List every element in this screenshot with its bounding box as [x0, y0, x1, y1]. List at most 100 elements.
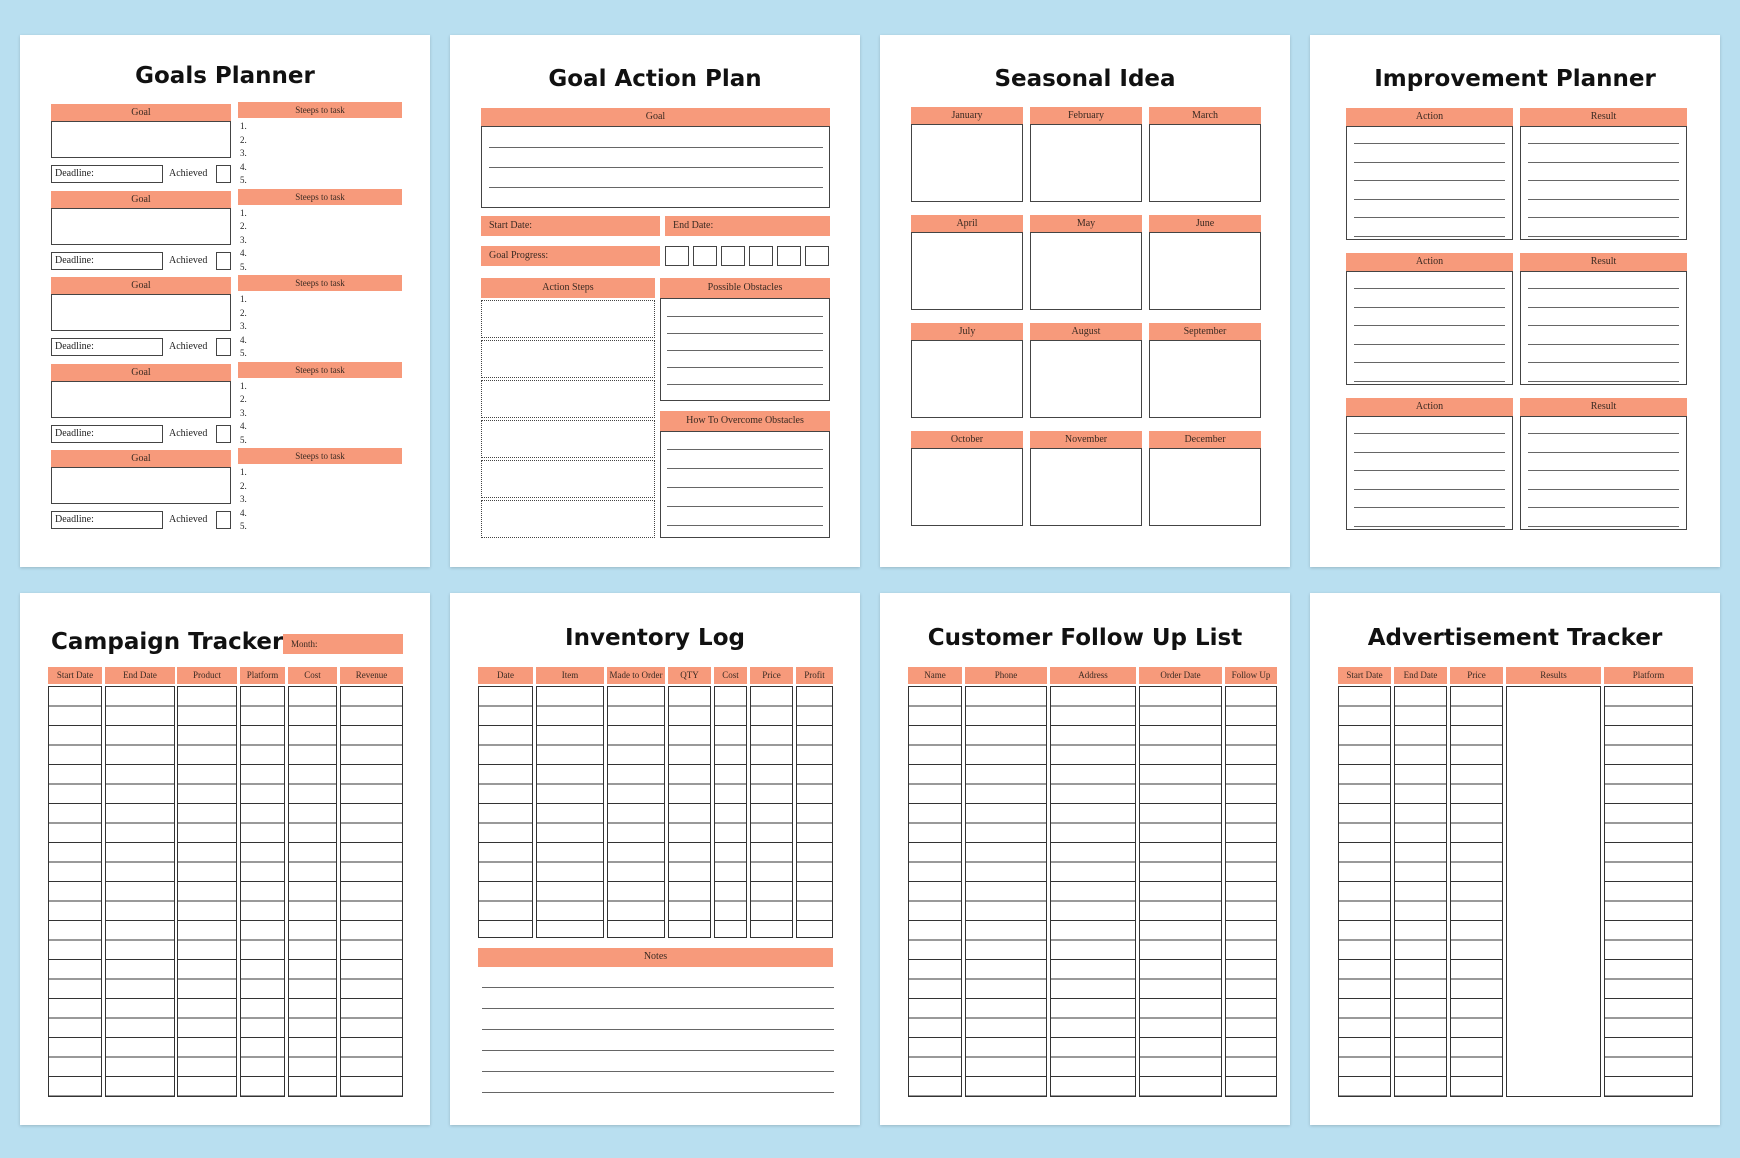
month-header: January [911, 107, 1023, 124]
action-box[interactable] [1346, 126, 1513, 240]
writing-line [1354, 217, 1505, 218]
result-box[interactable] [1520, 416, 1687, 530]
table-column[interactable] [750, 686, 793, 938]
action-step-box[interactable] [481, 380, 655, 418]
column-header: End Date [105, 667, 175, 684]
month-box[interactable] [911, 340, 1023, 418]
action-step-box[interactable] [481, 300, 655, 338]
table-column[interactable] [340, 686, 403, 1097]
month-box[interactable] [1030, 340, 1142, 418]
result-box[interactable] [1520, 126, 1687, 240]
goal-input-box[interactable] [51, 294, 231, 331]
month-box[interactable] [1030, 124, 1142, 202]
table-column[interactable] [240, 686, 285, 1097]
result-box[interactable] [1520, 271, 1687, 385]
obstacle-line [667, 350, 823, 351]
writing-line [1354, 161, 1505, 163]
step-number: 4. [240, 334, 247, 345]
table-column[interactable] [1450, 686, 1503, 1097]
advertisement-tracker-page: Advertisement Tracker Start Date End Date… [1310, 593, 1720, 1125]
table-column[interactable] [714, 686, 747, 938]
table-column[interactable] [965, 686, 1047, 1097]
steps-header: Steeps to task [238, 448, 402, 464]
steps-header: Steeps to task [238, 275, 402, 291]
table-column[interactable] [908, 686, 962, 1097]
table-column[interactable] [1139, 686, 1222, 1097]
action-box[interactable] [1346, 416, 1513, 530]
deadline-field[interactable] [51, 251, 163, 270]
achieved-checkbox[interactable] [216, 424, 231, 443]
obstacles-box[interactable] [660, 298, 830, 401]
table-column[interactable] [177, 686, 237, 1097]
progress-checkbox[interactable] [721, 246, 745, 266]
table-column[interactable] [1604, 686, 1693, 1097]
table-column[interactable] [105, 686, 175, 1097]
action-box[interactable] [1346, 271, 1513, 385]
action-steps-header: Action Steps [481, 278, 655, 298]
progress-checkbox[interactable] [693, 246, 717, 266]
action-step-box[interactable] [481, 460, 655, 498]
step-number: 1. [240, 207, 247, 218]
month-box[interactable] [1149, 448, 1261, 526]
result-header: Result [1520, 253, 1687, 271]
month-box[interactable] [1030, 448, 1142, 526]
achieved-checkbox[interactable] [216, 511, 231, 529]
table-column[interactable] [48, 686, 102, 1097]
column-header: Product [177, 667, 237, 684]
table-column[interactable] [288, 686, 337, 1097]
table-column[interactable] [1225, 686, 1277, 1097]
month-header: May [1030, 215, 1142, 232]
step-number: 1. [240, 121, 247, 131]
goal-input-box[interactable] [51, 207, 231, 245]
goal-header: Goal [481, 108, 830, 126]
deadline-field[interactable] [51, 338, 163, 356]
table-column[interactable] [796, 686, 833, 938]
action-step-box[interactable] [481, 340, 655, 378]
writing-line [1354, 470, 1505, 471]
progress-checkbox[interactable] [777, 246, 801, 266]
overcome-box[interactable] [660, 431, 830, 538]
page-title: Goal Action Plan [548, 66, 762, 92]
goal-progress-label: Goal Progress: [481, 246, 660, 266]
achieved-label: Achieved [169, 254, 208, 266]
writing-line [1354, 180, 1505, 181]
customer-follow-up-page: Customer Follow Up List Name Phone Address… [880, 593, 1290, 1125]
table-column[interactable] [536, 686, 604, 938]
deadline-field[interactable] [51, 511, 163, 529]
writing-line [1528, 362, 1679, 363]
end-date-field[interactable]: End Date: [665, 216, 830, 236]
progress-checkbox[interactable] [665, 246, 689, 266]
step-number: 3. [240, 494, 247, 504]
writing-line [1528, 198, 1679, 200]
month-box[interactable] [1149, 340, 1261, 418]
goal-input-box[interactable] [51, 121, 231, 158]
page-title: Advertisement Tracker [1367, 625, 1663, 651]
month-field[interactable]: Month: [283, 634, 403, 654]
table-column[interactable] [1338, 686, 1391, 1097]
action-step-box[interactable] [481, 500, 655, 538]
progress-checkbox[interactable] [749, 246, 773, 266]
action-step-box[interactable] [481, 420, 655, 458]
table-column[interactable] [478, 686, 533, 938]
month-box[interactable] [911, 232, 1023, 310]
achieved-checkbox[interactable] [216, 165, 231, 183]
month-box[interactable] [1149, 232, 1261, 310]
month-box[interactable] [1030, 232, 1142, 310]
achieved-checkbox[interactable] [216, 251, 231, 270]
table-column[interactable] [668, 686, 711, 938]
table-column[interactable] [1394, 686, 1447, 1097]
progress-checkbox[interactable] [805, 246, 829, 266]
table-column[interactable] [1506, 686, 1601, 1097]
goal-line [489, 167, 823, 168]
deadline-field[interactable] [51, 165, 163, 183]
month-box[interactable] [1149, 124, 1261, 202]
month-box[interactable] [911, 448, 1023, 526]
deadline-field[interactable] [51, 424, 163, 443]
goal-input-box[interactable] [51, 380, 231, 418]
table-column[interactable] [607, 686, 665, 938]
achieved-checkbox[interactable] [216, 338, 231, 356]
start-date-field[interactable]: Start Date: [481, 216, 660, 236]
month-box[interactable] [911, 124, 1023, 202]
table-column[interactable] [1050, 686, 1136, 1097]
goal-input-box[interactable] [51, 467, 231, 504]
